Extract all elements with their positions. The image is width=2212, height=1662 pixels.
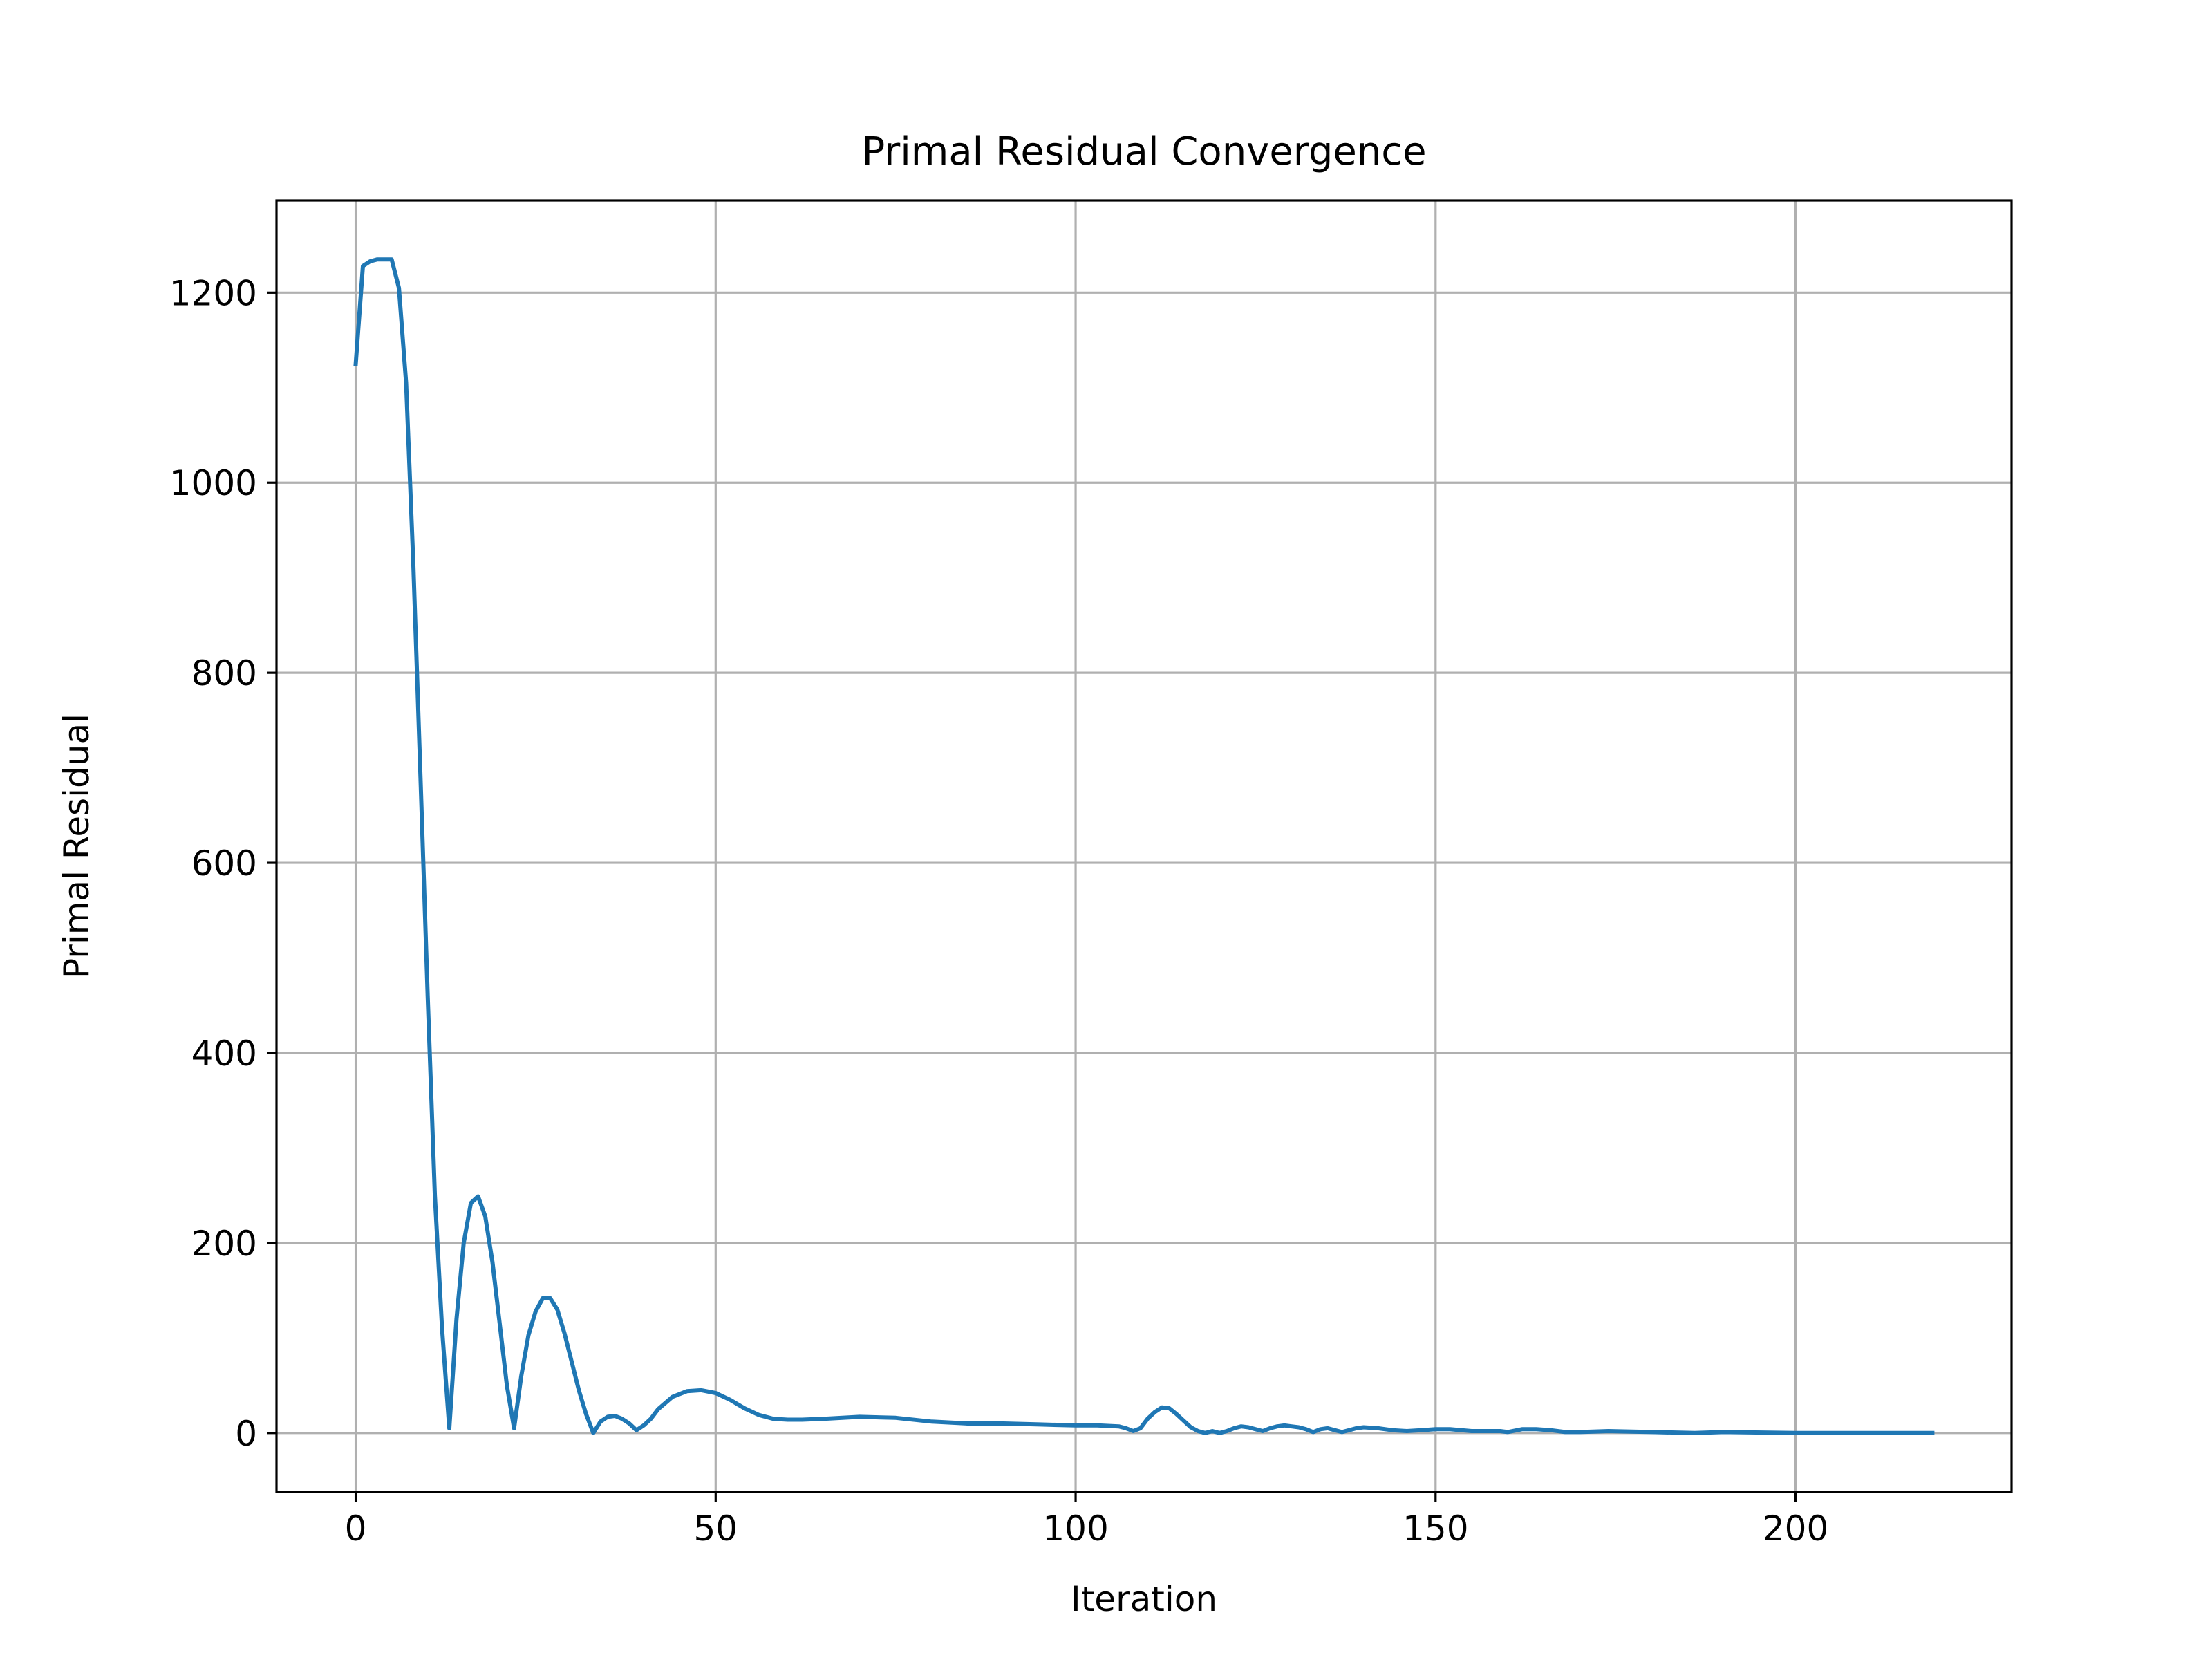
x-tick-label: 100 [1042, 1509, 1108, 1549]
y-tick-label: 1000 [169, 463, 257, 503]
y-tick-label: 600 [191, 843, 257, 884]
grid-lines [276, 200, 2012, 1492]
y-tick-label: 200 [191, 1224, 257, 1264]
chart-title: Primal Residual Convergence [861, 129, 1426, 174]
x-tick-label: 200 [1763, 1509, 1828, 1549]
series-layer [353, 257, 1935, 1435]
x-tick-label: 50 [693, 1509, 738, 1549]
series-line-0 [353, 257, 1935, 1435]
axis-ticks: 0 50 100 150 200 0 200 400 600 800 1000 1200 [169, 273, 1829, 1549]
x-tick-label: 0 [345, 1509, 367, 1549]
y-tick-label: 800 [191, 653, 257, 693]
y-tick-label: 1200 [169, 273, 257, 313]
plot-frame [275, 199, 2013, 1493]
y-tick-label: 400 [191, 1034, 257, 1074]
x-axis-label: Iteration [1071, 1579, 1217, 1619]
y-axis-label: Primal Residual [57, 713, 97, 979]
y-tick-label: 0 [235, 1414, 257, 1454]
x-tick-label: 150 [1403, 1509, 1468, 1549]
